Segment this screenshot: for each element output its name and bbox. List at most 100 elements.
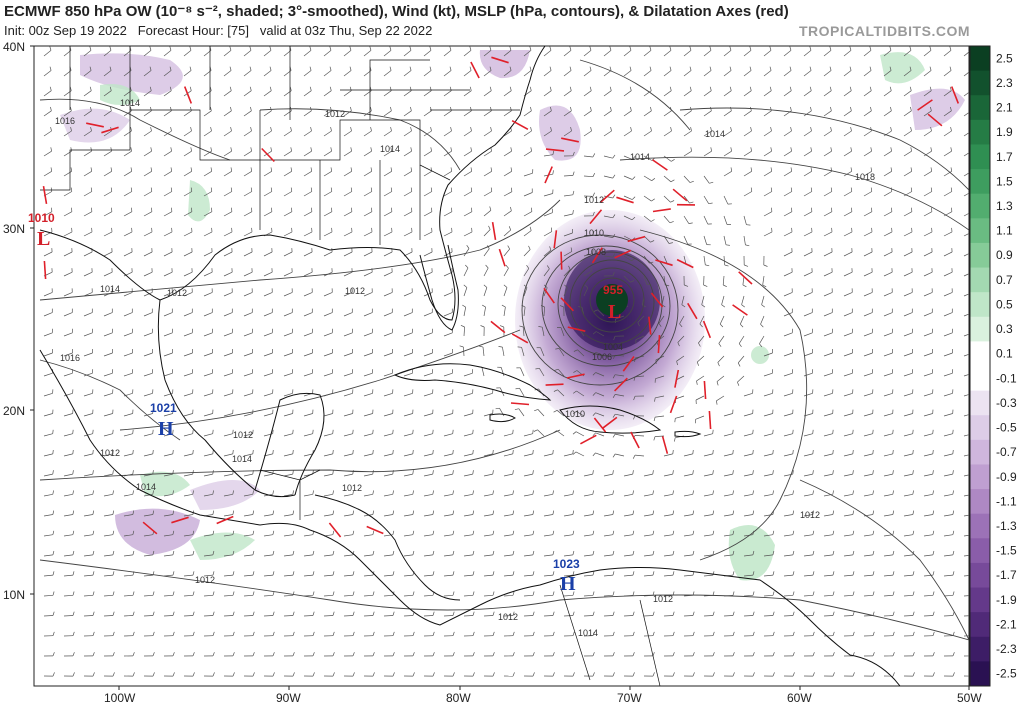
wind-barb-flag bbox=[312, 631, 315, 636]
wind-barb-flag bbox=[92, 490, 94, 495]
wind-barb bbox=[583, 130, 592, 137]
wind-barb bbox=[883, 231, 893, 237]
wind-barb bbox=[383, 372, 393, 377]
wind-barb-flag bbox=[652, 530, 655, 535]
wind-barb-flag bbox=[852, 571, 855, 576]
wind-barb bbox=[223, 211, 233, 217]
wind-barb-flag bbox=[292, 470, 294, 475]
wind-barb-flag bbox=[532, 652, 535, 657]
wind-barb bbox=[783, 292, 793, 297]
wind-barb-flag bbox=[132, 530, 135, 535]
wind-barb-flag bbox=[573, 370, 578, 373]
wind-barb bbox=[923, 130, 932, 137]
wind-barb bbox=[483, 594, 494, 597]
wind-barb bbox=[843, 292, 853, 297]
wind-barb-flag bbox=[532, 611, 535, 616]
colorbar-swatch bbox=[970, 169, 990, 195]
wind-barb bbox=[43, 150, 52, 157]
wind-barb bbox=[583, 514, 593, 517]
isobar-label: 1018 bbox=[855, 172, 875, 182]
wind-barb-flag bbox=[452, 449, 454, 454]
wind-barb-flag bbox=[409, 46, 412, 51]
wind-barb bbox=[943, 554, 953, 557]
wind-barb bbox=[803, 292, 813, 297]
wind-barb bbox=[823, 312, 833, 317]
wind-barb bbox=[863, 392, 873, 397]
wind-barb-flag bbox=[92, 530, 95, 535]
wind-barb-flag bbox=[192, 530, 195, 535]
jamaica bbox=[489, 413, 516, 423]
wind-barb bbox=[183, 130, 192, 137]
wind-barb-flag bbox=[892, 571, 895, 576]
wind-barb-flag bbox=[52, 611, 55, 616]
wind-barb-flag bbox=[725, 244, 730, 246]
wind-barb bbox=[283, 534, 293, 537]
wind-barb bbox=[803, 171, 812, 177]
wind-barb bbox=[803, 251, 813, 257]
wind-barb bbox=[743, 453, 753, 457]
wind-barb-flag bbox=[932, 631, 935, 636]
wind-barb-flag bbox=[932, 571, 935, 576]
wind-barb bbox=[323, 251, 333, 257]
wind-barb-flag bbox=[712, 591, 715, 596]
wind-barb bbox=[583, 175, 594, 178]
wind-barb-flag bbox=[192, 672, 195, 677]
wind-barb bbox=[803, 392, 813, 397]
wind-barb bbox=[595, 412, 605, 417]
wind-barb-flag bbox=[592, 211, 595, 216]
wind-barb-flag bbox=[352, 530, 355, 535]
wind-barb-flag bbox=[552, 611, 555, 616]
wind-barb bbox=[563, 213, 573, 217]
wind-barb-flag bbox=[170, 167, 173, 172]
wind-barb bbox=[383, 574, 394, 577]
wind-barb bbox=[483, 433, 493, 437]
wind-barb-flag bbox=[650, 127, 652, 132]
isobar-label: 1012 bbox=[498, 612, 518, 622]
wind-barb bbox=[703, 110, 712, 117]
wind-barb-flag bbox=[572, 210, 574, 215]
colorbar-label: 1.3 bbox=[996, 199, 1013, 213]
wind-barb-flag bbox=[552, 631, 555, 636]
wind-barb bbox=[823, 392, 833, 397]
wind-barb bbox=[143, 493, 153, 497]
wind-barb-flag bbox=[72, 449, 74, 454]
wind-barb-flag bbox=[172, 429, 174, 434]
wind-barb-flag bbox=[532, 470, 534, 475]
wind-barb bbox=[823, 271, 833, 277]
wind-barb bbox=[43, 615, 54, 617]
wind-barb bbox=[303, 211, 313, 217]
wind-barb-flag bbox=[51, 207, 53, 212]
wind-barb bbox=[443, 332, 453, 337]
wind-barb bbox=[383, 70, 392, 77]
wind-barb-flag bbox=[71, 207, 73, 212]
dilatation-axis bbox=[655, 259, 673, 267]
colorbar-label: -1.9 bbox=[996, 593, 1017, 607]
wind-barb-flag bbox=[469, 46, 472, 51]
wind-barb-flag bbox=[529, 46, 532, 51]
wind-barb bbox=[743, 90, 752, 97]
wind-barb-flag bbox=[910, 167, 913, 172]
wind-barb bbox=[883, 50, 892, 57]
wind-barb-flag bbox=[232, 429, 234, 434]
wind-barb bbox=[303, 191, 312, 197]
wind-barb bbox=[843, 231, 853, 237]
wind-barb-flag bbox=[631, 216, 636, 221]
wind-barb-flag bbox=[532, 591, 535, 596]
wind-barb-flag bbox=[110, 167, 113, 172]
wind-barb bbox=[583, 473, 593, 477]
wind-barb bbox=[576, 411, 585, 417]
wind-barb-flag bbox=[612, 214, 616, 218]
wind-barb bbox=[183, 493, 193, 497]
wind-barb-flag bbox=[510, 167, 513, 172]
wind-barb bbox=[963, 212, 969, 217]
wind-barb bbox=[203, 372, 213, 377]
isobar-label: 1012 bbox=[325, 109, 345, 119]
border bbox=[639, 599, 661, 686]
wind-barb-flag bbox=[672, 652, 675, 657]
wind-barb bbox=[803, 433, 813, 437]
wind-barb bbox=[883, 191, 892, 197]
wind-barb bbox=[603, 50, 612, 57]
wind-barb bbox=[503, 70, 512, 77]
wind-barb bbox=[463, 50, 472, 57]
wind-barb-flag bbox=[772, 449, 774, 454]
